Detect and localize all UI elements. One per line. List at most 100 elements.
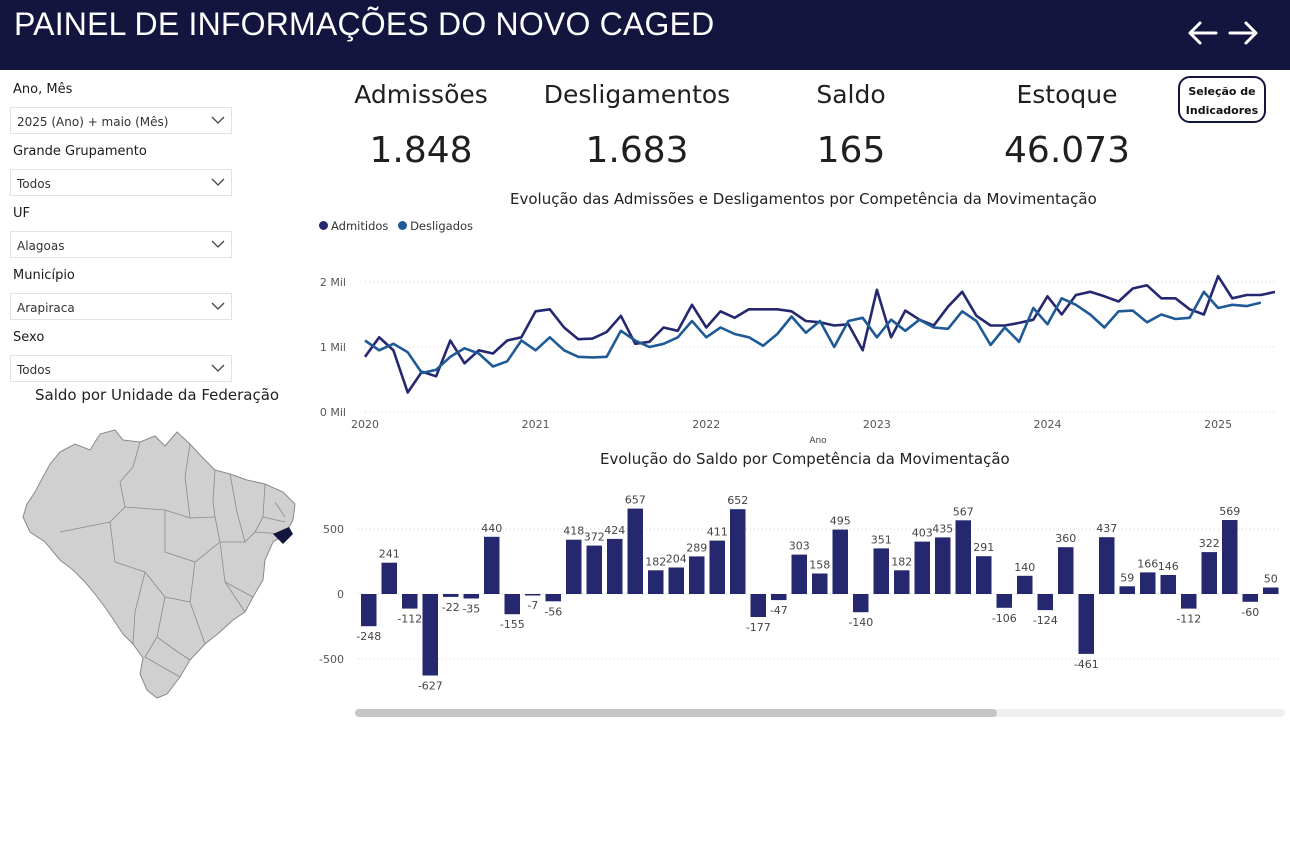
filter-label-grande-grupamento: Grande Grupamento	[13, 144, 147, 159]
y-tick-label: 2 Mil	[320, 276, 346, 289]
kpi-value-saldo: 165	[816, 130, 886, 171]
saldo-bar	[689, 556, 705, 594]
saldo-bar	[1263, 587, 1279, 594]
y-tick-label: 0	[337, 588, 344, 601]
filter-dropdown-grande-grupamento[interactable]: Todos	[10, 169, 232, 196]
bar-data-label: -140	[848, 616, 873, 629]
filter-label-sexo: Sexo	[13, 330, 45, 345]
saldo-bar	[771, 594, 787, 601]
saldo-bar	[361, 594, 377, 627]
saldo-bar	[730, 509, 746, 594]
kpi-value-estoque: 46.073	[1004, 130, 1130, 171]
x-tick-label: 2024	[1034, 418, 1062, 431]
saldo-bar	[1181, 594, 1197, 609]
page-title: PAINEL DE INFORMAÇÕES DO NOVO CAGED	[14, 6, 715, 42]
bar-data-label: 289	[686, 541, 707, 554]
filter-dropdown-municipio[interactable]: Arapiraca	[10, 293, 232, 320]
saldo-bar	[976, 556, 992, 594]
chevron-down-icon	[211, 116, 225, 124]
bar-data-label: -60	[1241, 606, 1259, 619]
legend-item-admitidos[interactable]: Admitidos	[319, 219, 388, 233]
legend-label: Admitidos	[331, 219, 389, 233]
saldo-bar	[1099, 537, 1115, 594]
bar-data-label: 59	[1120, 571, 1134, 584]
bar-data-label: 435	[932, 522, 953, 535]
alagoas-highlight[interactable]	[273, 527, 293, 544]
saldo-bar	[1222, 520, 1238, 594]
saldo-bar	[504, 594, 520, 615]
bar-data-label: 372	[584, 531, 605, 544]
saldo-bar	[1201, 552, 1217, 594]
filter-value: Todos	[17, 363, 51, 377]
filter-label-municipio: Município	[13, 268, 75, 283]
y-tick-label: 500	[323, 523, 344, 536]
saldo-bar	[627, 508, 643, 594]
kpi-label-estoque: Estoque	[1016, 80, 1118, 109]
saldo-bar	[381, 562, 397, 594]
kpi-label-desligamentos: Desligamentos	[543, 80, 731, 109]
state-borders	[59, 441, 286, 678]
bar-data-label: -106	[992, 612, 1017, 625]
saldo-bar	[1160, 575, 1176, 594]
line-chart: 0 Mil 1 Mil 2 Mil 2020 2021 2022 2023 2024 2025 A…	[320, 274, 1276, 446]
bar-data-label: -155	[500, 618, 525, 631]
y-tick-label: 1 Mil	[320, 341, 346, 354]
x-axis-title: Ano	[809, 436, 827, 446]
filter-label-ano-mes: Ano, Mês	[13, 82, 73, 97]
indicator-selection-button[interactable]: Seleção de Indicadores	[1178, 76, 1266, 123]
filter-dropdown-ano-mes[interactable]: 2025 (Ano) + maio (Mês)	[10, 107, 232, 134]
saldo-bar	[996, 594, 1012, 608]
brazil-map[interactable]	[15, 422, 300, 704]
bar-data-label: 418	[563, 525, 584, 538]
bar-data-label: 241	[379, 548, 400, 561]
saldo-bar	[750, 594, 766, 617]
filter-dropdown-sexo[interactable]: Todos	[10, 355, 232, 382]
bar-data-label: 322	[1199, 537, 1220, 550]
saldo-bar	[484, 536, 500, 594]
saldo-bar	[935, 537, 951, 594]
filter-value: 2025 (Ano) + maio (Mês)	[17, 115, 169, 129]
bar-data-label: -47	[770, 604, 788, 617]
bar-data-label: 146	[1158, 560, 1179, 573]
button-label-line1: Seleção de	[1188, 85, 1256, 98]
chevron-down-icon	[211, 364, 225, 372]
legend-item-desligados[interactable]: Desligados	[398, 219, 473, 233]
bar-data-label: 182	[645, 555, 666, 568]
saldo-bar	[443, 594, 459, 597]
bar-data-label: 303	[789, 540, 810, 553]
saldo-bar	[1242, 594, 1258, 602]
kpi-label-admissoes: Admissões	[354, 80, 488, 109]
bar-data-label: 166	[1137, 557, 1158, 570]
x-tick-label: 2023	[863, 418, 891, 431]
bar-data-label: 50	[1264, 573, 1278, 586]
chevron-down-icon	[211, 302, 225, 310]
arrow-right-icon[interactable]	[1226, 16, 1260, 50]
bar-data-label: 567	[953, 505, 974, 518]
x-tick-label: 2022	[692, 418, 720, 431]
bar-data-label: 204	[666, 553, 687, 566]
saldo-bar	[832, 529, 848, 594]
saldo-bar	[463, 594, 479, 599]
chart-scrollbar-thumb[interactable]	[355, 709, 997, 717]
kpi-label-saldo: Saldo	[816, 80, 886, 109]
filter-dropdown-uf[interactable]: Alagoas	[10, 231, 232, 258]
saldo-bar	[853, 594, 869, 613]
bar-data-label: -177	[746, 621, 771, 634]
bar-data-label: -112	[397, 613, 422, 626]
saldo-bar	[668, 567, 684, 594]
saldo-bar	[422, 594, 438, 676]
series-line-desligados	[364, 290, 1262, 375]
map-title: Saldo por Unidade da Federação	[35, 386, 280, 404]
bar-data-label: -56	[544, 605, 562, 618]
bar-data-label: 182	[891, 555, 912, 568]
bar-data-label: 140	[1014, 561, 1035, 574]
arrow-left-icon[interactable]	[1186, 16, 1220, 50]
kpi-value-admissoes: 1.848	[369, 130, 473, 171]
saldo-bar	[873, 548, 889, 594]
saldo-bar	[955, 520, 971, 594]
filter-value: Todos	[17, 177, 51, 191]
saldo-bar	[1037, 594, 1053, 611]
bar-data-label: 569	[1219, 505, 1240, 518]
bar-data-label: -248	[356, 630, 381, 643]
kpi-value-desligamentos: 1.683	[585, 130, 689, 171]
